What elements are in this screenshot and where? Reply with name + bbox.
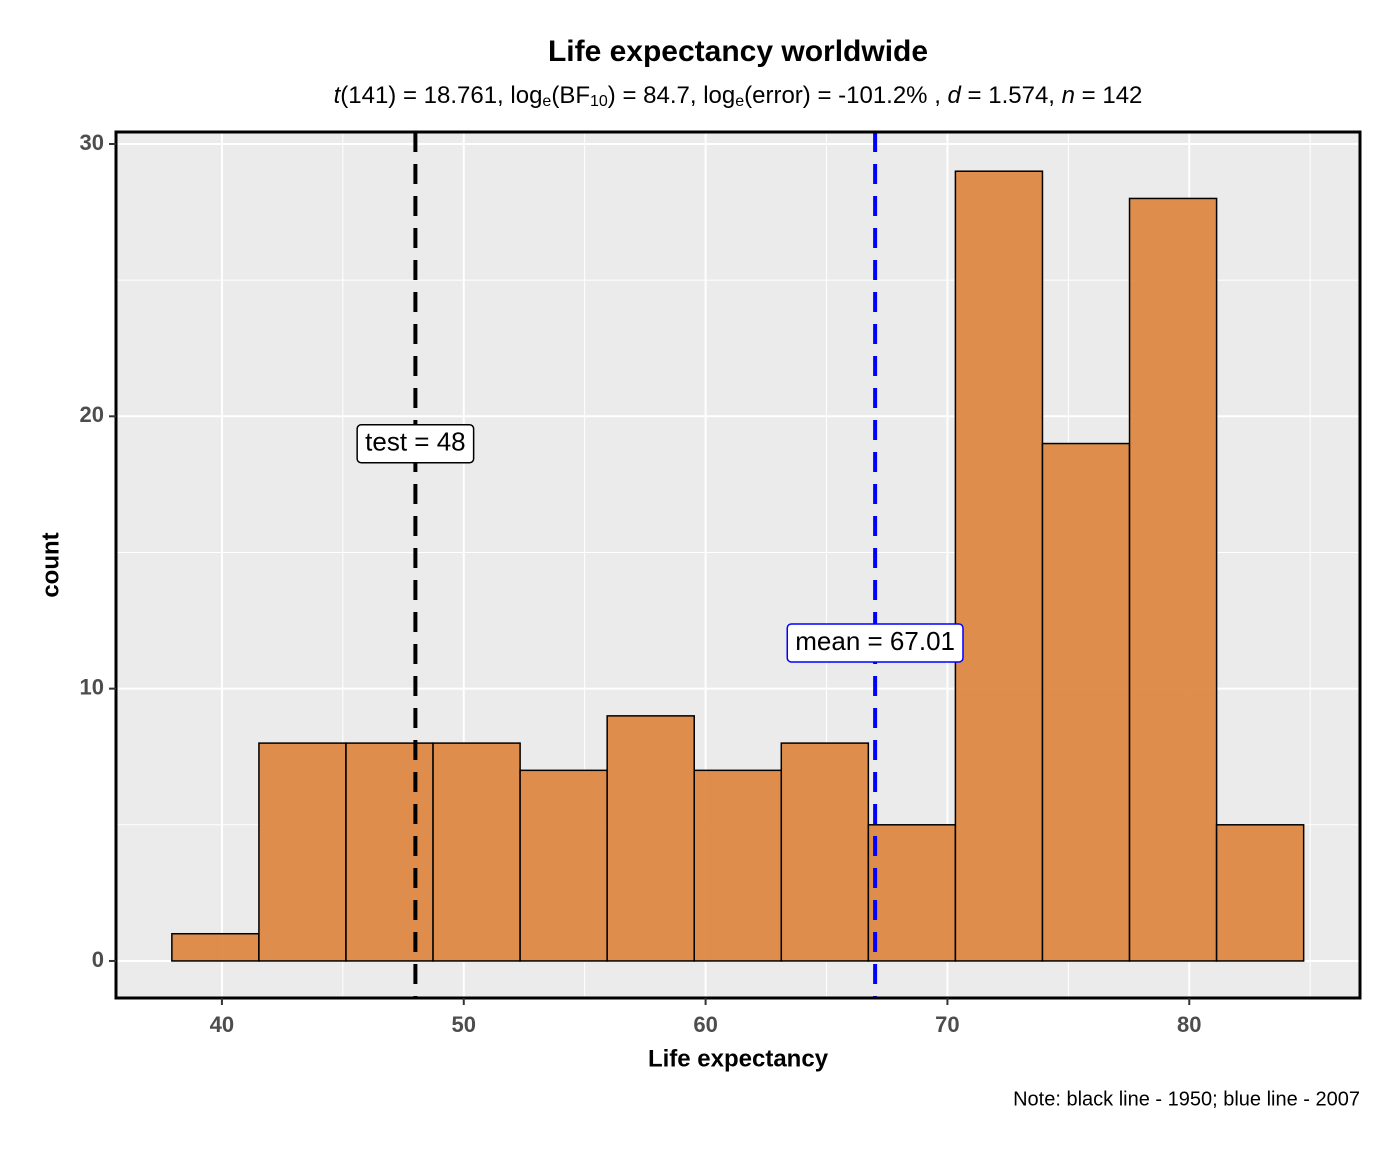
bar	[867, 824, 957, 962]
bar	[693, 769, 783, 962]
x-tick-label: 40	[210, 1012, 234, 1037]
chart-title: Life expectancy worldwide	[548, 35, 928, 68]
subtitle-part: 10	[590, 93, 608, 110]
subtitle-part: = 1.574,	[961, 82, 1062, 109]
bar	[1041, 442, 1131, 962]
y-tick-label: 0	[92, 947, 104, 972]
bar	[606, 715, 695, 962]
subtitle-part: e	[735, 93, 744, 110]
y-axis-label: count	[37, 532, 64, 597]
subtitle-part: (BF	[551, 82, 590, 109]
subtitle-part: e	[542, 93, 551, 110]
bar	[780, 742, 870, 962]
x-tick-label: 60	[693, 1012, 717, 1037]
bar	[345, 742, 434, 962]
annotation-label: test = 48	[365, 427, 465, 457]
chart-subtitle: t(141) = 18.761, loge(BF10) = 84.7, loge…	[334, 82, 1143, 110]
bar	[519, 769, 608, 962]
bar	[432, 742, 521, 962]
annotation-box	[356, 424, 475, 464]
y-tick-label: 20	[80, 402, 104, 427]
caption: Note: black line - 1950; blue line - 200…	[1013, 1088, 1360, 1110]
y-tick-label: 10	[80, 674, 104, 699]
subtitle-part: ) = 84.7, log	[608, 82, 735, 109]
subtitle-part: (error) = -101.2% ,	[744, 82, 947, 109]
subtitle-part: (141) = 18.761, log	[340, 82, 542, 109]
annotation-box	[786, 623, 964, 663]
y-tick-label: 30	[80, 130, 104, 155]
bar	[1128, 197, 1218, 962]
bar	[954, 170, 1044, 962]
x-tick-label: 80	[1177, 1012, 1201, 1037]
plot-border	[114, 130, 1362, 1000]
subtitle-part: n	[1062, 82, 1075, 109]
x-axis-label: Life expectancy	[648, 1045, 829, 1072]
subtitle-part: t	[334, 82, 342, 109]
bar	[258, 742, 347, 962]
bar	[1215, 824, 1305, 962]
x-tick-label: 70	[935, 1012, 959, 1037]
bar	[171, 932, 260, 962]
annotation-label: mean = 67.01	[795, 626, 955, 656]
x-tick-label: 50	[452, 1012, 476, 1037]
subtitle-part: d	[948, 82, 962, 109]
subtitle-part: = 142	[1075, 82, 1142, 109]
